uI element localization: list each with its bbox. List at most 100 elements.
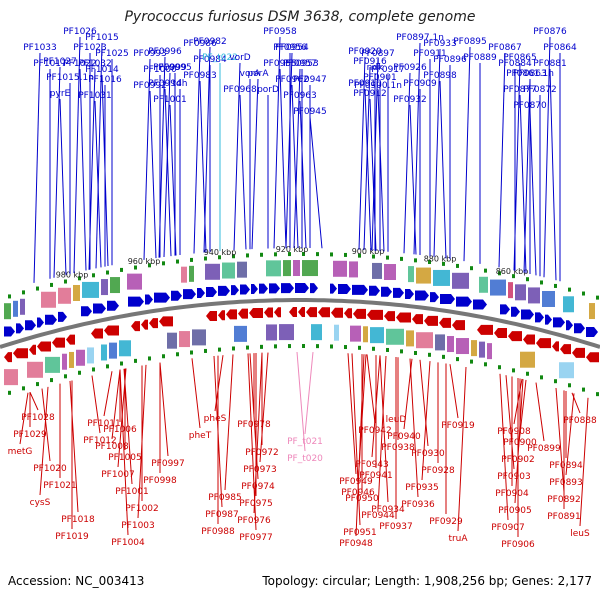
forward-feature-band: [283, 260, 291, 277]
bottom-gene-label: PF0972: [245, 448, 279, 458]
forward-gene-arrow: [218, 285, 230, 296]
reverse-feature-band: [487, 343, 492, 360]
reverse-gene-arrow: [4, 352, 12, 363]
top-gene-line: [53, 66, 61, 278]
bottom-gene-label: PF0891: [547, 512, 581, 522]
forward-feature-band: [589, 303, 595, 320]
bottom-gene-line: [259, 352, 269, 463]
forward-gene-arrow: [240, 284, 250, 295]
top-gene-label: PF0917: [371, 65, 405, 75]
reverse-gene-arrow: [306, 307, 317, 318]
bottom-gene-label: PF1005: [108, 453, 142, 463]
bottom-gene-line: [159, 362, 169, 457]
top-gene-line: [149, 90, 157, 259]
top-gene-line: [543, 36, 551, 278]
bottom-gene-line: [377, 355, 387, 509]
bottom-gene-label: PF0951: [343, 528, 377, 538]
top-gene-line: [233, 62, 241, 251]
bottom-gene-line: [535, 382, 545, 442]
forward-feature-band: [302, 260, 318, 277]
inner-tick: [400, 349, 403, 354]
top-gene-label: PF1001: [153, 95, 187, 105]
inner-tick: [204, 348, 207, 353]
reverse-feature-band: [234, 325, 247, 342]
reverse-feature-band: [350, 325, 361, 342]
outer-tick: [78, 276, 81, 281]
top-gene-line: [143, 58, 151, 260]
top-gene-label: tdh: [173, 79, 188, 89]
top-gene-line: [364, 88, 372, 251]
forward-gene-arrow: [393, 287, 404, 298]
top-gene-label: PF0889: [463, 53, 497, 63]
reverse-feature-band: [4, 369, 18, 386]
forward-feature-band: [189, 265, 194, 282]
top-gene-label: PF0957: [283, 59, 317, 69]
top-gene-label: PF0955: [263, 59, 297, 69]
bottom-gene-label: pheS: [204, 414, 227, 424]
outer-tick: [456, 263, 459, 268]
outer-tick: [106, 270, 109, 275]
top-gene-line: [169, 104, 177, 256]
ruler-label: 960 kbp: [128, 257, 161, 266]
forward-feature-band: [181, 266, 187, 283]
forward-feature-band: [349, 261, 358, 278]
topology-summary: Topology: circular; Length: 1,908,256 bp…: [262, 574, 592, 588]
inner-tick: [344, 345, 347, 350]
reverse-feature-band: [109, 342, 117, 359]
forward-feature-band: [20, 298, 25, 315]
inner-tick: [162, 354, 165, 359]
inner-tick: [316, 344, 319, 349]
forward-gene-arrow: [535, 312, 544, 323]
forward-feature-band: [333, 260, 347, 277]
reverse-gene-arrow: [131, 321, 140, 332]
outer-tick: [470, 266, 473, 271]
inner-tick: [526, 371, 529, 376]
bottom-gene-line: [119, 369, 129, 536]
inner-tick: [330, 344, 333, 349]
bottom-gene-line: [111, 369, 121, 440]
bottom-gene-line: [39, 386, 49, 496]
bottom-gene-line: [514, 379, 524, 504]
reverse-gene-arrow: [384, 311, 395, 322]
outer-tick: [554, 283, 557, 288]
forward-gene-arrow: [58, 311, 67, 322]
inner-tick: [414, 350, 417, 355]
tick-layer: 980 kbp 960 kbp 940 kbp 920 kbp 900 kbp 880 k…: [8, 245, 599, 397]
reverse-gene-arrow: [249, 308, 263, 319]
bottom-gene-label: PF1008: [95, 442, 129, 452]
bottom-gene-line: [29, 391, 39, 411]
top-gene-label: PF0870: [513, 101, 547, 111]
reverse-gene-arrow: [274, 307, 281, 318]
bottom-gene-label: PF0976: [237, 516, 271, 526]
reverse-feature-band: [87, 347, 94, 364]
forward-gene-arrow: [25, 320, 36, 331]
reverse-gene-arrow: [318, 307, 330, 318]
forward-gene-arrow: [440, 294, 455, 305]
reverse-feature-band: [386, 328, 404, 345]
bottom-gene-label: PF0943: [355, 460, 389, 470]
top-gene-line: [358, 56, 366, 250]
outer-tick: [540, 280, 543, 285]
inner-tick: [554, 379, 557, 384]
bottom-gene-label: PF0905: [498, 506, 532, 516]
bottom-gene-label: PF0893: [549, 478, 583, 488]
top-gene-line: [164, 88, 172, 257]
inner-tick: [50, 378, 53, 383]
top-gene-label: PF0911: [413, 49, 447, 59]
outer-tick: [288, 252, 291, 257]
reverse-gene-arrow: [452, 320, 465, 331]
reverse-gene-arrow: [264, 307, 273, 318]
genome-backbone: [0, 298, 600, 349]
reverse-gene-arrow: [206, 311, 217, 322]
reverse-feature-band: [266, 324, 277, 341]
bottom-gene-label: metG: [8, 447, 33, 457]
forward-gene-arrow: [128, 296, 144, 307]
inner-tick: [582, 387, 585, 392]
inner-tick: [260, 344, 263, 349]
top-gene-label: PF0920: [348, 47, 382, 57]
bottom-gene-label: PF0978: [237, 420, 271, 430]
top-gene-label: PF0999: [153, 63, 187, 73]
forward-gene-arrow: [545, 314, 552, 325]
reverse-gene-arrow: [508, 331, 522, 342]
